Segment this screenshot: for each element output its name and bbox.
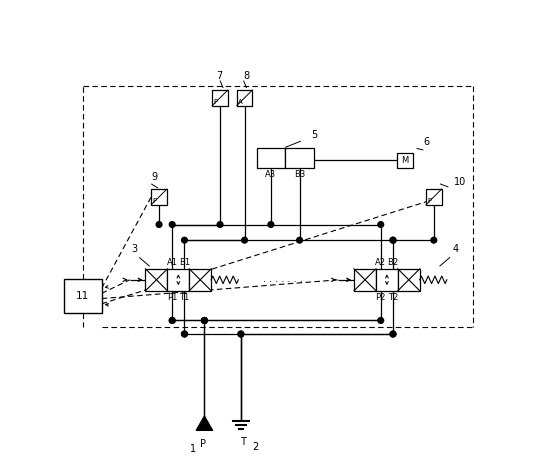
Circle shape [242, 237, 248, 243]
Text: A1: A1 [167, 258, 178, 267]
Bar [354, 269, 376, 291]
Text: 6: 6 [423, 137, 429, 147]
Text: A: A [239, 99, 243, 105]
Circle shape [169, 318, 175, 323]
Text: 8: 8 [244, 70, 250, 81]
Circle shape [181, 331, 188, 337]
Bar [398, 269, 420, 291]
Circle shape [181, 237, 188, 243]
Circle shape [390, 331, 396, 337]
Circle shape [181, 331, 188, 337]
Circle shape [390, 237, 396, 243]
Circle shape [378, 318, 384, 323]
Circle shape [297, 237, 302, 243]
Circle shape [238, 331, 244, 337]
Text: P: P [427, 198, 432, 204]
Text: T1: T1 [179, 293, 190, 302]
Circle shape [202, 318, 207, 323]
Bar [189, 269, 211, 291]
Text: 5: 5 [311, 130, 317, 140]
Text: P: P [153, 198, 157, 204]
Bar [237, 90, 253, 106]
Text: M: M [402, 156, 409, 165]
Circle shape [390, 331, 396, 337]
Text: 2: 2 [253, 442, 259, 452]
Text: 9: 9 [152, 172, 158, 182]
Circle shape [268, 222, 274, 228]
Bar [212, 90, 228, 106]
Text: B1: B1 [179, 258, 190, 267]
Bar [146, 269, 167, 291]
Circle shape [238, 331, 244, 337]
Circle shape [431, 237, 437, 243]
Text: A2: A2 [375, 258, 386, 267]
Text: P: P [214, 99, 218, 105]
Circle shape [202, 318, 207, 323]
Text: A3: A3 [265, 170, 277, 179]
Bar [64, 279, 102, 313]
Circle shape [202, 318, 207, 323]
Text: 7: 7 [216, 70, 222, 81]
Circle shape [156, 222, 162, 228]
Text: 1: 1 [190, 444, 196, 454]
Bar [285, 148, 314, 168]
Circle shape [169, 222, 175, 228]
Circle shape [390, 237, 396, 243]
Circle shape [378, 222, 384, 228]
Bar [376, 269, 398, 291]
Bar [426, 189, 442, 205]
Text: B2: B2 [388, 258, 399, 267]
Text: P1: P1 [167, 293, 178, 302]
Text: T2: T2 [388, 293, 398, 302]
Text: 11: 11 [76, 291, 90, 301]
Text: 3: 3 [131, 244, 137, 254]
Text: T: T [240, 437, 246, 447]
Polygon shape [196, 416, 213, 430]
Text: 10: 10 [454, 177, 466, 187]
Bar [167, 269, 189, 291]
Bar [256, 148, 285, 168]
Circle shape [217, 222, 223, 228]
Circle shape [169, 318, 175, 323]
Text: P: P [200, 439, 207, 449]
Text: B3: B3 [294, 170, 305, 179]
Text: 4: 4 [452, 244, 458, 254]
Text: . . . . . . .: . . . . . . . [263, 274, 302, 284]
Text: P2: P2 [376, 293, 386, 302]
Bar [397, 152, 413, 168]
Bar [151, 189, 167, 205]
